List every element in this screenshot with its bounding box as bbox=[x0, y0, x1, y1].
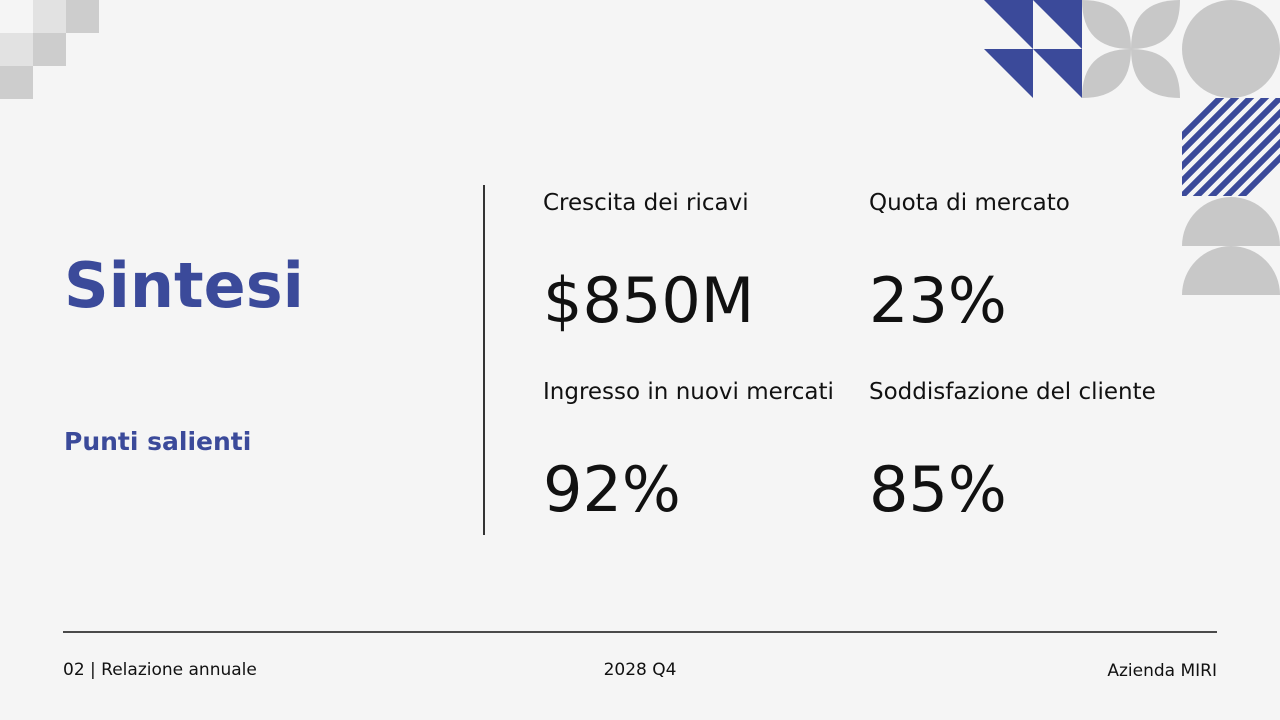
metric-label: Soddisfazione del cliente bbox=[869, 379, 1156, 405]
metric-label: Quota di mercato bbox=[869, 190, 1070, 216]
metric-label: Crescita dei ricavi bbox=[543, 190, 749, 216]
decoration-top-left bbox=[0, 0, 99, 99]
metrics: Crescita dei ricavi $850M Quota di mercato… bbox=[543, 190, 1156, 526]
metric-value: 23% bbox=[869, 264, 1007, 337]
footer-left: 02 | Relazione annuale bbox=[63, 660, 257, 680]
decoration-top-right bbox=[984, 0, 1280, 295]
metric-value: 85% bbox=[869, 453, 1007, 526]
title: Sintesi bbox=[64, 249, 304, 322]
metric-value: $850M bbox=[543, 264, 754, 337]
footer-right: Azienda MIRI bbox=[1107, 661, 1217, 681]
subtitle: Punti salienti bbox=[64, 427, 251, 456]
metric-value: 92% bbox=[543, 453, 681, 526]
footer-center: 2028 Q4 bbox=[604, 660, 677, 680]
metric-label: Ingresso in nuovi mercati bbox=[543, 379, 834, 405]
